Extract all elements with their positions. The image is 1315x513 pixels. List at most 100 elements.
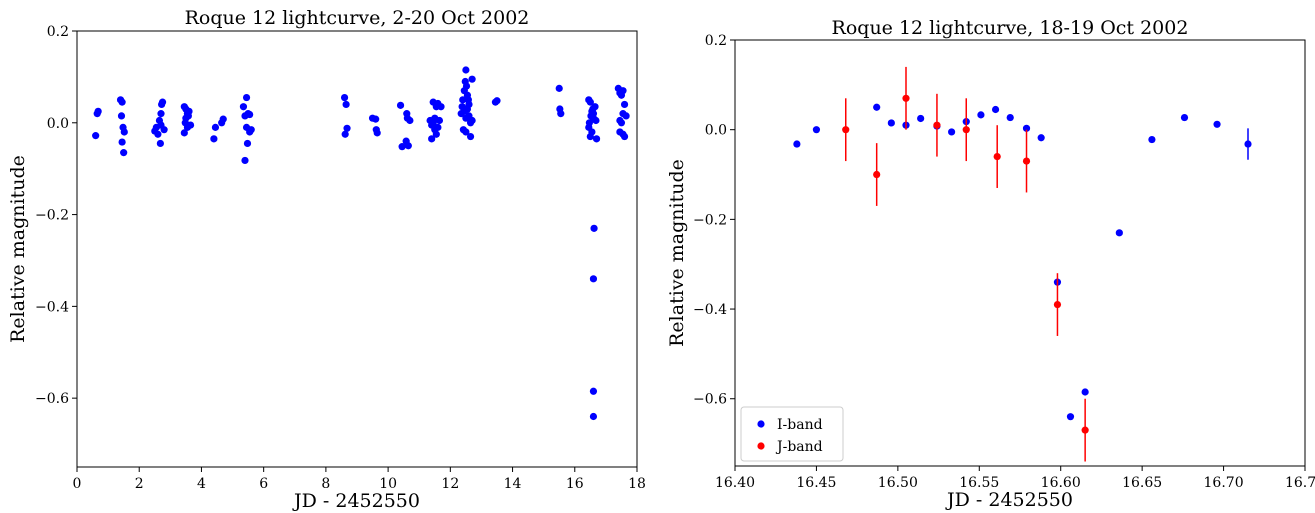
left-x-tick-label: 10 bbox=[379, 476, 397, 492]
right-i-band-point bbox=[1244, 140, 1252, 148]
left-series-point bbox=[458, 103, 466, 111]
right-x-axis-label: JD - 2452550 bbox=[945, 489, 1073, 511]
left-series-point bbox=[120, 149, 128, 157]
right-i-band-point bbox=[793, 140, 801, 148]
right-j-band-point bbox=[842, 126, 850, 134]
left-series-point bbox=[432, 130, 440, 138]
right-y-tick-label: 0.2 bbox=[705, 33, 727, 49]
right-i-band-point bbox=[812, 126, 821, 134]
left-x-tick-label: 12 bbox=[441, 476, 459, 492]
left-x-tick-label: 2 bbox=[135, 476, 144, 492]
left-series-point bbox=[468, 116, 476, 125]
left-series-point bbox=[157, 110, 165, 118]
left-series-point bbox=[156, 139, 164, 148]
legend-label-i-band: I-band bbox=[777, 417, 823, 433]
left-y-tick-label: −0.2 bbox=[35, 208, 69, 224]
right-i-band-point bbox=[1022, 124, 1031, 132]
left-series-point bbox=[242, 93, 251, 102]
left-series-point bbox=[241, 156, 249, 165]
left-series-point bbox=[406, 116, 414, 125]
right-x-tick-label: 16.60 bbox=[1041, 475, 1081, 491]
left-series-point bbox=[589, 105, 597, 113]
left-x-tick-label: 18 bbox=[628, 476, 646, 492]
right-j-band-point bbox=[933, 121, 941, 129]
left-series-point bbox=[117, 112, 126, 120]
left-x-axis-label: JD - 2452550 bbox=[292, 490, 420, 512]
left-series-point bbox=[396, 101, 405, 109]
right-j-band-point bbox=[993, 152, 1001, 161]
left-series-point bbox=[468, 75, 476, 83]
left-series-point bbox=[342, 100, 350, 109]
left-chart-title: Roque 12 lightcurve, 2-20 Oct 2002 bbox=[185, 7, 530, 29]
left-series-point bbox=[589, 275, 598, 283]
legend-marker-j-band bbox=[757, 442, 765, 450]
right-y-ticks: 0.2 0.0 −0.2 −0.4 −0.6 bbox=[693, 33, 735, 408]
left-series-point bbox=[246, 110, 254, 119]
legend-label-j-band: J-band bbox=[775, 439, 823, 455]
left-series-point bbox=[398, 143, 406, 151]
left-series-point bbox=[616, 128, 624, 136]
left-series-point bbox=[372, 115, 380, 123]
right-x-ticks: 16.40 16.45 16.50 16.55 16.60 16.65 16.70 16.75 bbox=[715, 466, 1315, 491]
left-series-point bbox=[592, 116, 600, 125]
right-x-tick-label: 16.55 bbox=[959, 475, 999, 491]
left-series-point bbox=[154, 130, 162, 138]
left-series-point bbox=[589, 387, 598, 395]
right-x-tick-label: 16.40 bbox=[715, 475, 755, 491]
right-y-tick-label: −0.4 bbox=[693, 302, 727, 318]
right-j-band-point bbox=[902, 94, 910, 102]
left-y-tick-label: −0.4 bbox=[35, 299, 69, 315]
left-series-point bbox=[590, 224, 598, 232]
left-series-point bbox=[211, 123, 220, 131]
left-series-point bbox=[160, 126, 168, 134]
left-series-point bbox=[92, 132, 100, 140]
left-x-tick-label: 16 bbox=[566, 476, 584, 492]
right-x-tick-label: 16.75 bbox=[1285, 475, 1315, 491]
left-series-point bbox=[247, 126, 255, 134]
left-chart-points bbox=[92, 66, 630, 421]
left-x-tick-label: 8 bbox=[321, 476, 330, 492]
left-series-point bbox=[622, 112, 630, 120]
right-i-band-point bbox=[1037, 134, 1045, 142]
right-y-tick-label: 0.0 bbox=[705, 123, 727, 139]
right-i-band-point bbox=[948, 128, 956, 136]
left-series-point bbox=[429, 119, 437, 127]
left-series-point bbox=[464, 96, 472, 104]
right-y-tick-label: −0.6 bbox=[693, 392, 727, 408]
left-x-tick-label: 0 bbox=[73, 476, 82, 492]
left-series-point bbox=[118, 98, 126, 106]
right-plot-frame bbox=[734, 39, 1306, 467]
left-series-point bbox=[620, 132, 629, 141]
left-series-point bbox=[210, 135, 218, 143]
right-i-band-point bbox=[917, 114, 925, 123]
right-i-band-point bbox=[1066, 413, 1075, 421]
left-series-point bbox=[402, 137, 410, 145]
left-series-point bbox=[158, 98, 167, 106]
left-series-point bbox=[462, 66, 470, 74]
left-series-point bbox=[428, 135, 436, 143]
left-x-tick-label: 14 bbox=[504, 476, 522, 492]
right-i-band-point bbox=[1006, 113, 1014, 122]
left-series-point bbox=[459, 96, 467, 104]
right-chart-title: Roque 12 lightcurve, 18-19 Oct 2002 bbox=[832, 17, 1189, 39]
right-y-axis-label: Relative magnitude bbox=[666, 159, 688, 347]
left-series-point bbox=[120, 128, 128, 136]
left-series-point bbox=[435, 116, 444, 125]
right-chart: Roque 12 lightcurve, 18-19 Oct 2002 16.4… bbox=[666, 17, 1315, 511]
right-i-band-point bbox=[1213, 120, 1221, 128]
left-series-point bbox=[343, 124, 351, 132]
right-j-band-point bbox=[962, 126, 970, 134]
right-i-band-point bbox=[1148, 135, 1156, 144]
right-i-band-point bbox=[1115, 229, 1123, 237]
left-series-point bbox=[94, 107, 102, 115]
left-series-point bbox=[555, 84, 563, 92]
right-i-band-point bbox=[991, 105, 1000, 114]
right-i-band-point bbox=[1081, 388, 1089, 396]
right-x-tick-label: 16.45 bbox=[796, 475, 836, 491]
right-x-tick-label: 16.50 bbox=[878, 475, 918, 491]
left-series-point bbox=[589, 412, 598, 421]
right-j-band-point bbox=[1081, 426, 1089, 434]
left-series-point bbox=[619, 87, 627, 95]
legend-box bbox=[740, 406, 844, 462]
